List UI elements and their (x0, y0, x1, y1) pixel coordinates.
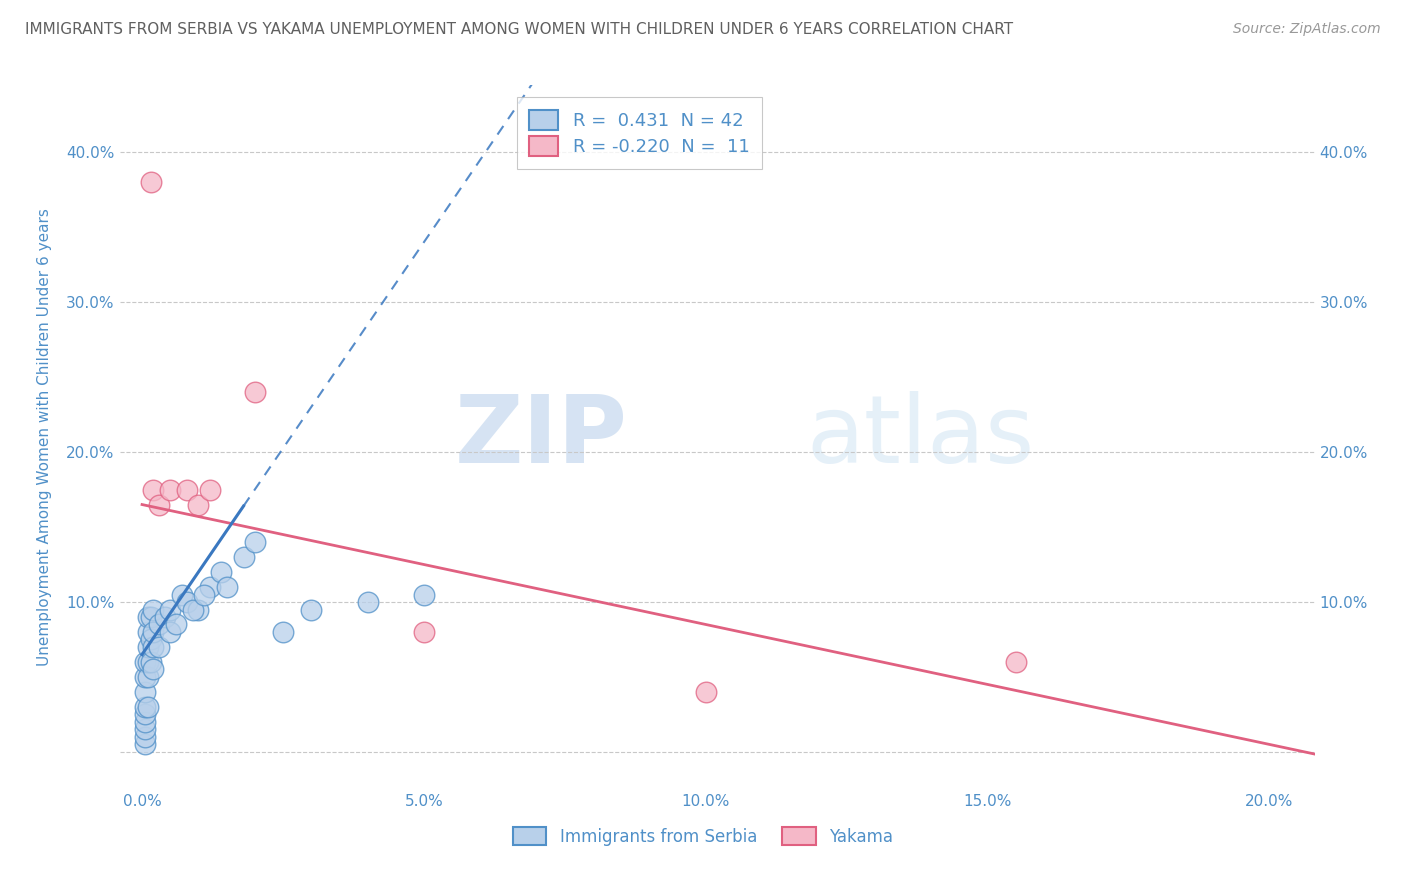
Point (271, 625, 294, 640)
Point (134, 700, 156, 714)
Point (215, 580, 238, 594)
Point (134, 655, 156, 669)
Point (136, 655, 159, 669)
Point (142, 483, 165, 497)
Point (142, 602, 165, 616)
Point (148, 640, 170, 654)
Point (181, 602, 204, 616)
Point (695, 685, 717, 699)
Point (299, 602, 322, 616)
Text: Source: ZipAtlas.com: Source: ZipAtlas.com (1233, 22, 1381, 37)
Point (209, 565, 232, 579)
Point (139, 175, 162, 189)
Point (134, 730, 156, 744)
Point (413, 587, 436, 601)
Point (153, 610, 176, 624)
Point (165, 617, 187, 632)
Point (142, 625, 165, 640)
Point (136, 625, 159, 640)
Point (142, 640, 165, 654)
Y-axis label: Unemployment Among Women with Children Under 6 years: Unemployment Among Women with Children U… (38, 208, 52, 666)
Legend: R =  0.431  N = 42, R = -0.220  N =  11: R = 0.431 N = 42, R = -0.220 N = 11 (516, 97, 762, 169)
Legend: Immigrants from Serbia, Yakama: Immigrants from Serbia, Yakama (506, 821, 900, 853)
Point (176, 595, 198, 609)
Point (198, 580, 221, 594)
Point (1005, 655, 1028, 669)
Point (139, 655, 162, 669)
Text: IMMIGRANTS FROM SERBIA VS YAKAMA UNEMPLOYMENT AMONG WOMEN WITH CHILDREN UNDER 6 : IMMIGRANTS FROM SERBIA VS YAKAMA UNEMPLO… (25, 22, 1014, 37)
Point (134, 707, 156, 722)
Point (187, 498, 209, 512)
Point (159, 602, 181, 616)
Point (232, 549, 254, 564)
Text: ZIP: ZIP (454, 391, 627, 483)
Point (134, 685, 156, 699)
Point (198, 483, 221, 497)
Point (356, 595, 378, 609)
Point (136, 700, 159, 714)
Point (134, 714, 156, 729)
Point (170, 587, 193, 601)
Point (148, 617, 170, 632)
Point (136, 670, 159, 684)
Point (142, 663, 165, 677)
Point (159, 625, 181, 640)
Point (193, 587, 215, 601)
Point (413, 625, 436, 640)
Point (139, 632, 162, 647)
Point (187, 602, 209, 616)
Point (136, 610, 159, 624)
Point (134, 723, 156, 737)
Point (243, 385, 266, 400)
Point (243, 535, 266, 549)
Point (139, 610, 162, 624)
Text: atlas: atlas (807, 391, 1035, 483)
Point (176, 483, 198, 497)
Point (134, 670, 156, 684)
Point (136, 640, 159, 654)
Point (159, 483, 181, 497)
Point (148, 498, 170, 512)
Point (134, 738, 156, 752)
